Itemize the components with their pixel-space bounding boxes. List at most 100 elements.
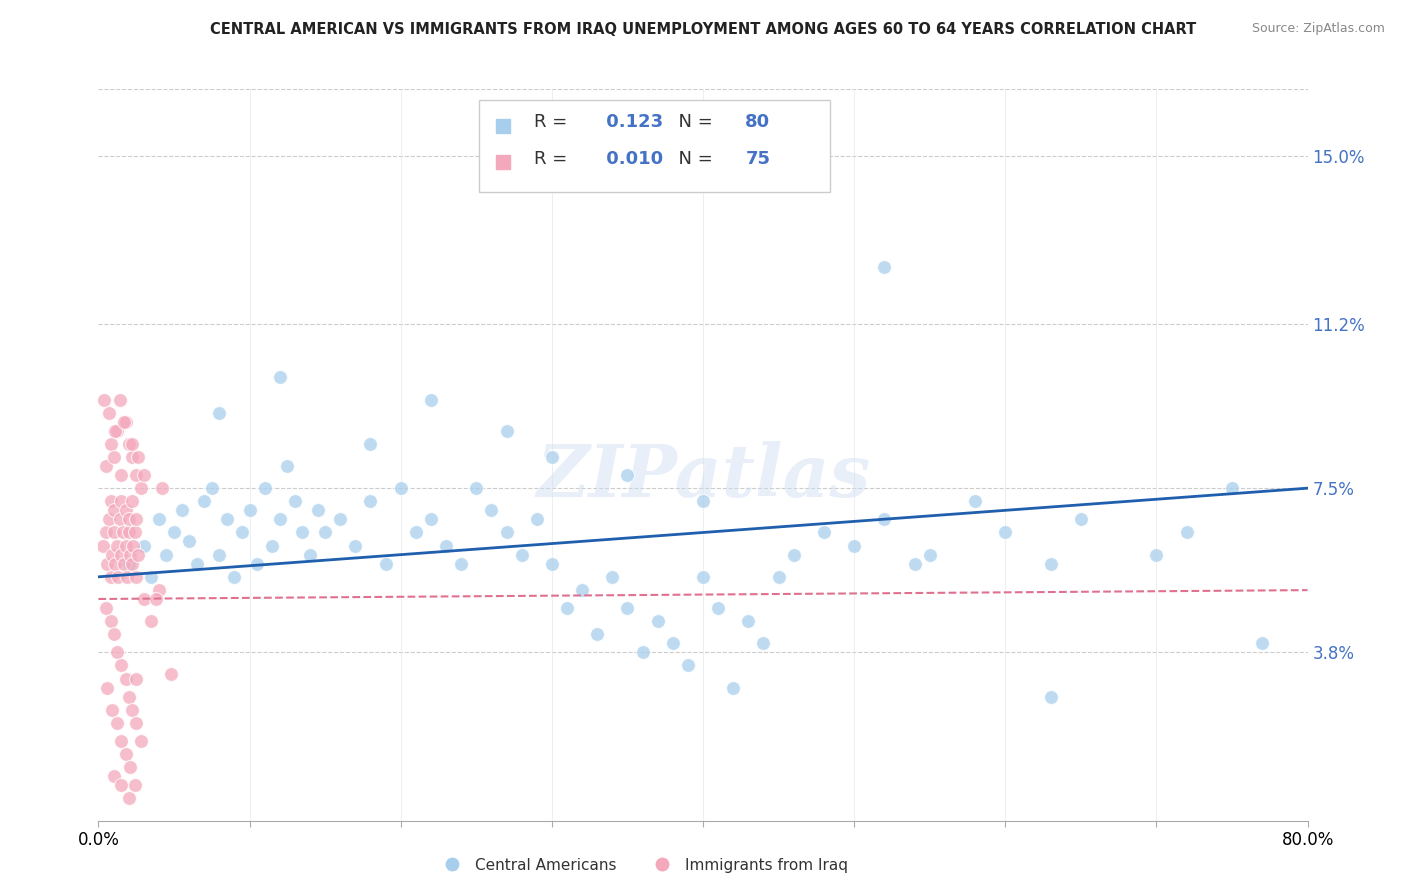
Point bbox=[994, 525, 1017, 540]
Point bbox=[105, 716, 128, 731]
Point bbox=[91, 539, 114, 553]
Point bbox=[118, 512, 141, 526]
Point bbox=[193, 494, 215, 508]
Point bbox=[215, 512, 238, 526]
Point bbox=[100, 614, 122, 628]
Point bbox=[495, 424, 517, 438]
Point bbox=[118, 437, 141, 451]
Point bbox=[103, 503, 125, 517]
Point bbox=[571, 583, 593, 598]
Point bbox=[540, 450, 562, 464]
Point bbox=[101, 703, 124, 717]
Point bbox=[141, 570, 163, 584]
Point bbox=[586, 627, 609, 641]
Point bbox=[110, 548, 132, 562]
Point bbox=[813, 525, 835, 540]
Text: 75: 75 bbox=[745, 150, 770, 168]
Point bbox=[723, 681, 745, 695]
Text: CENTRAL AMERICAN VS IMMIGRANTS FROM IRAQ UNEMPLOYMENT AMONG AGES 60 TO 64 YEARS : CENTRAL AMERICAN VS IMMIGRANTS FROM IRAQ… bbox=[209, 22, 1197, 37]
Point bbox=[148, 512, 170, 526]
Point bbox=[647, 614, 669, 628]
Point bbox=[94, 458, 117, 473]
Point bbox=[420, 512, 443, 526]
Point bbox=[616, 467, 638, 482]
Point bbox=[132, 539, 155, 553]
Point bbox=[344, 539, 367, 553]
Point bbox=[118, 557, 141, 571]
Point bbox=[101, 548, 124, 562]
Point bbox=[104, 424, 127, 438]
Point bbox=[540, 557, 562, 571]
Point bbox=[129, 734, 152, 748]
Point bbox=[121, 703, 143, 717]
Point bbox=[112, 557, 135, 571]
Point bbox=[124, 778, 146, 792]
Point bbox=[844, 539, 866, 553]
Point bbox=[1039, 690, 1062, 704]
Point bbox=[105, 539, 128, 553]
Point bbox=[526, 512, 548, 526]
Point bbox=[121, 494, 143, 508]
Point bbox=[692, 494, 714, 508]
Point bbox=[124, 525, 146, 540]
Text: Source: ZipAtlas.com: Source: ZipAtlas.com bbox=[1251, 22, 1385, 36]
Point bbox=[201, 481, 224, 495]
Point bbox=[114, 503, 136, 517]
Point bbox=[115, 570, 138, 584]
Point bbox=[291, 525, 314, 540]
Point bbox=[127, 548, 149, 562]
Point bbox=[148, 583, 170, 598]
Point bbox=[110, 734, 132, 748]
Point bbox=[125, 716, 148, 731]
Point bbox=[707, 600, 730, 615]
Point bbox=[465, 481, 488, 495]
Point bbox=[110, 778, 132, 792]
Point bbox=[555, 600, 578, 615]
Point bbox=[510, 548, 533, 562]
Point bbox=[132, 592, 155, 607]
Point bbox=[155, 548, 177, 562]
Point bbox=[389, 481, 412, 495]
Point bbox=[120, 548, 142, 562]
Point bbox=[145, 592, 167, 607]
Point bbox=[108, 512, 131, 526]
Point bbox=[98, 406, 121, 420]
Point bbox=[132, 467, 155, 482]
Point bbox=[163, 525, 186, 540]
Point bbox=[179, 534, 201, 549]
Point bbox=[121, 450, 143, 464]
Point bbox=[752, 636, 775, 650]
Point bbox=[110, 658, 132, 673]
Text: 80: 80 bbox=[745, 113, 770, 131]
Point bbox=[114, 747, 136, 761]
Point bbox=[186, 557, 208, 571]
Point bbox=[118, 690, 141, 704]
Point bbox=[103, 450, 125, 464]
Point bbox=[108, 392, 131, 407]
Point bbox=[103, 525, 125, 540]
Point bbox=[125, 512, 148, 526]
Point bbox=[98, 512, 121, 526]
Point bbox=[105, 424, 128, 438]
Text: N =: N = bbox=[666, 150, 718, 168]
Point bbox=[450, 557, 472, 571]
Point bbox=[94, 525, 117, 540]
Point bbox=[96, 681, 118, 695]
FancyBboxPatch shape bbox=[479, 100, 830, 192]
Text: R =: R = bbox=[534, 150, 572, 168]
Point bbox=[224, 570, 246, 584]
Point bbox=[111, 525, 134, 540]
Point bbox=[110, 494, 132, 508]
Point bbox=[631, 645, 654, 659]
Point bbox=[918, 548, 941, 562]
Point bbox=[208, 406, 231, 420]
Point bbox=[360, 437, 382, 451]
Point bbox=[314, 525, 336, 540]
Point bbox=[1070, 512, 1092, 526]
Point bbox=[104, 557, 127, 571]
Point bbox=[676, 658, 699, 673]
Point bbox=[114, 415, 136, 429]
Point bbox=[1251, 636, 1274, 650]
Point bbox=[616, 600, 638, 615]
Point bbox=[141, 614, 163, 628]
